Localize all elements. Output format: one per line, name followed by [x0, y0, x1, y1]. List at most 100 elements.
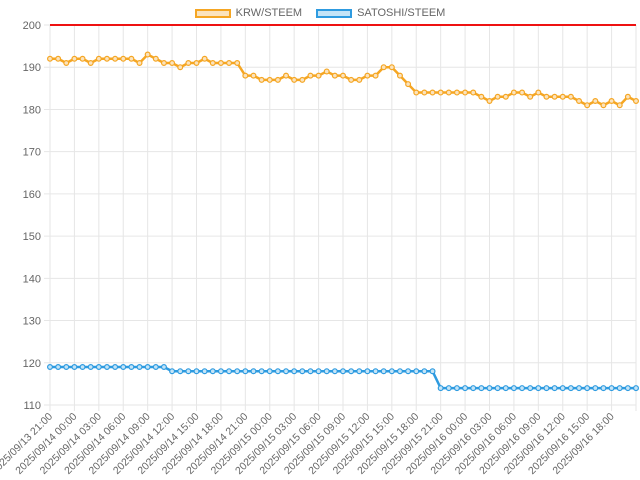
data-point[interactable]	[437, 89, 444, 96]
data-point[interactable]	[632, 97, 639, 104]
data-point[interactable]	[372, 368, 379, 375]
data-point[interactable]	[201, 368, 208, 375]
data-point[interactable]	[217, 368, 224, 375]
data-point[interactable]	[551, 93, 558, 100]
data-point[interactable]	[348, 368, 355, 375]
data-point[interactable]	[567, 93, 574, 100]
data-point[interactable]	[193, 59, 200, 66]
data-point[interactable]	[169, 59, 176, 66]
data-point[interactable]	[462, 385, 469, 392]
data-point[interactable]	[421, 368, 428, 375]
data-point[interactable]	[323, 368, 330, 375]
data-point[interactable]	[584, 102, 591, 109]
data-point[interactable]	[388, 64, 395, 71]
data-point[interactable]	[291, 76, 298, 83]
data-point[interactable]	[396, 72, 403, 79]
data-point[interactable]	[576, 97, 583, 104]
data-point[interactable]	[380, 368, 387, 375]
data-point[interactable]	[152, 364, 159, 371]
data-point[interactable]	[543, 93, 550, 100]
data-point[interactable]	[437, 385, 444, 392]
data-point[interactable]	[299, 76, 306, 83]
data-point[interactable]	[486, 97, 493, 104]
data-point[interactable]	[396, 368, 403, 375]
data-point[interactable]	[453, 89, 460, 96]
data-point[interactable]	[356, 76, 363, 83]
data-point[interactable]	[55, 55, 62, 62]
data-point[interactable]	[315, 368, 322, 375]
data-point[interactable]	[519, 385, 526, 392]
data-point[interactable]	[608, 97, 615, 104]
data-point[interactable]	[405, 81, 412, 88]
data-point[interactable]	[87, 364, 94, 371]
data-point[interactable]	[234, 368, 241, 375]
data-point[interactable]	[445, 385, 452, 392]
data-point[interactable]	[185, 368, 192, 375]
data-point[interactable]	[470, 89, 477, 96]
data-point[interactable]	[46, 364, 53, 371]
data-point[interactable]	[193, 368, 200, 375]
data-point[interactable]	[226, 368, 233, 375]
data-point[interactable]	[592, 97, 599, 104]
data-point[interactable]	[413, 89, 420, 96]
data-point[interactable]	[160, 59, 167, 66]
data-point[interactable]	[567, 385, 574, 392]
data-point[interactable]	[250, 368, 257, 375]
data-point[interactable]	[266, 368, 273, 375]
data-point[interactable]	[421, 89, 428, 96]
data-point[interactable]	[584, 385, 591, 392]
data-point[interactable]	[559, 93, 566, 100]
data-point[interactable]	[46, 55, 53, 62]
data-point[interactable]	[616, 102, 623, 109]
data-point[interactable]	[169, 368, 176, 375]
data-point[interactable]	[551, 385, 558, 392]
data-point[interactable]	[242, 368, 249, 375]
data-point[interactable]	[331, 72, 338, 79]
data-point[interactable]	[274, 76, 281, 83]
data-point[interactable]	[87, 59, 94, 66]
data-point[interactable]	[258, 76, 265, 83]
data-point[interactable]	[160, 364, 167, 371]
data-point[interactable]	[177, 368, 184, 375]
data-point[interactable]	[616, 385, 623, 392]
data-point[interactable]	[177, 64, 184, 71]
data-point[interactable]	[502, 385, 509, 392]
data-point[interactable]	[348, 76, 355, 83]
data-point[interactable]	[274, 368, 281, 375]
data-point[interactable]	[494, 93, 501, 100]
data-point[interactable]	[71, 55, 78, 62]
data-point[interactable]	[608, 385, 615, 392]
data-point[interactable]	[356, 368, 363, 375]
data-point[interactable]	[600, 102, 607, 109]
data-point[interactable]	[340, 72, 347, 79]
data-point[interactable]	[413, 368, 420, 375]
data-point[interactable]	[71, 364, 78, 371]
data-point[interactable]	[299, 368, 306, 375]
data-point[interactable]	[291, 368, 298, 375]
data-point[interactable]	[527, 93, 534, 100]
data-point[interactable]	[364, 72, 371, 79]
data-point[interactable]	[95, 364, 102, 371]
data-point[interactable]	[283, 72, 290, 79]
data-point[interactable]	[128, 55, 135, 62]
data-point[interactable]	[600, 385, 607, 392]
data-point[interactable]	[624, 385, 631, 392]
data-point[interactable]	[258, 368, 265, 375]
data-point[interactable]	[453, 385, 460, 392]
data-point[interactable]	[112, 364, 119, 371]
data-point[interactable]	[120, 55, 127, 62]
data-point[interactable]	[217, 59, 224, 66]
data-point[interactable]	[136, 59, 143, 66]
legend-item-krw[interactable]: KRW/STEEM	[194, 4, 302, 22]
data-point[interactable]	[632, 385, 639, 392]
data-point[interactable]	[519, 89, 526, 96]
data-point[interactable]	[429, 368, 436, 375]
data-point[interactable]	[527, 385, 534, 392]
data-point[interactable]	[209, 59, 216, 66]
data-point[interactable]	[209, 368, 216, 375]
data-point[interactable]	[323, 68, 330, 75]
data-point[interactable]	[331, 368, 338, 375]
data-point[interactable]	[559, 385, 566, 392]
data-point[interactable]	[429, 89, 436, 96]
data-point[interactable]	[55, 364, 62, 371]
